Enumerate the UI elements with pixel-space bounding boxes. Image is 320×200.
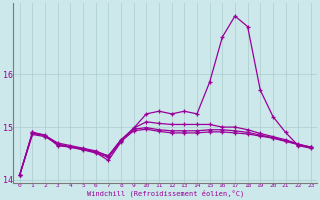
- X-axis label: Windchill (Refroidissement éolien,°C): Windchill (Refroidissement éolien,°C): [87, 190, 244, 197]
